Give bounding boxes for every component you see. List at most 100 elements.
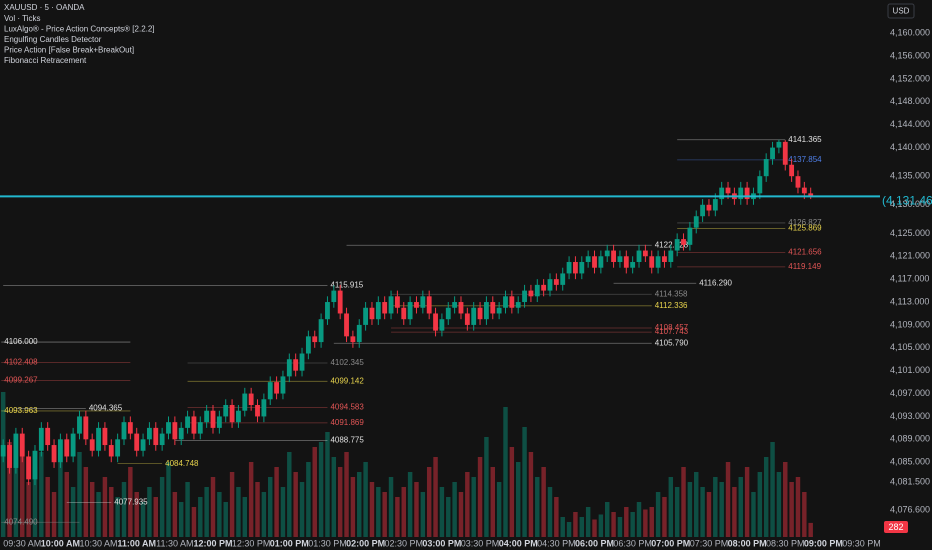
candle-body xyxy=(229,405,235,423)
volume-bar xyxy=(395,497,400,537)
y-tick-label: 4,130.000 xyxy=(890,199,930,209)
x-tick-label: 10:00 AM xyxy=(41,538,80,548)
candle-body xyxy=(242,393,248,411)
volume-bar xyxy=(45,477,50,537)
candle-body xyxy=(312,336,318,343)
candle-body xyxy=(630,261,636,268)
candle-body xyxy=(356,324,362,343)
candle-body xyxy=(573,261,578,274)
candles-layer xyxy=(0,139,880,486)
volume-bar xyxy=(643,509,648,537)
volume-bar xyxy=(713,477,718,537)
candle-body xyxy=(725,187,731,194)
x-tick-label: 04:30 PM xyxy=(537,538,576,548)
volume-bar xyxy=(598,514,604,537)
volume-bar xyxy=(140,502,146,537)
y-tick-label: 4,121.000 xyxy=(890,251,930,261)
currency-label[interactable]: USD xyxy=(893,7,910,16)
volume-bar xyxy=(382,492,387,537)
candle-body xyxy=(293,359,299,371)
candle-body xyxy=(115,439,121,457)
volume-bar xyxy=(96,492,101,537)
candle-body xyxy=(534,284,540,297)
candle-body xyxy=(719,187,725,200)
volume-bar xyxy=(655,492,661,537)
candle-body xyxy=(19,433,25,457)
candle-body xyxy=(642,250,648,257)
indicator-name: Vol · Ticks xyxy=(4,14,40,23)
y-tick-label: 4,125.000 xyxy=(890,228,930,238)
candle-body xyxy=(522,290,527,303)
candle-body xyxy=(64,439,70,457)
candle-body xyxy=(223,405,229,417)
x-tick-label: 02:00 PM xyxy=(346,538,385,548)
candle-body xyxy=(496,307,502,314)
volume-bar xyxy=(585,507,591,537)
volume-bar xyxy=(624,507,629,537)
y-tick-label: 4,148.000 xyxy=(890,96,930,106)
candle-body xyxy=(248,393,254,405)
candle-body xyxy=(7,445,12,468)
volume-bar xyxy=(719,482,724,537)
level-label: 4105.790 xyxy=(655,338,689,347)
volume-bar xyxy=(7,442,12,537)
candle-body xyxy=(337,290,343,314)
volume-bar xyxy=(751,492,756,537)
volume-bar xyxy=(325,432,330,537)
candle-body xyxy=(236,410,241,423)
candle-body xyxy=(401,307,407,320)
volume-bar xyxy=(407,472,413,537)
candle-body xyxy=(782,141,788,165)
volume-bar xyxy=(439,487,445,537)
volume-bar xyxy=(528,452,534,537)
volume-bar xyxy=(166,462,171,537)
candle-body xyxy=(204,410,210,423)
volume-bar xyxy=(789,482,794,537)
volume-bar xyxy=(458,492,464,537)
volume-bar xyxy=(649,507,654,537)
candle-body xyxy=(623,256,629,268)
candle-body xyxy=(89,439,95,451)
volume-bar xyxy=(89,482,95,537)
candle-body xyxy=(420,296,426,308)
candle-body xyxy=(178,427,184,440)
y-tick-label: 4,152.000 xyxy=(890,73,930,83)
candle-body xyxy=(611,250,616,262)
volume-bar xyxy=(433,457,438,537)
volume-bar xyxy=(337,467,343,537)
volume-bar xyxy=(344,452,349,537)
volume-bar xyxy=(611,512,616,537)
x-tick-label: 01:30 PM xyxy=(308,538,347,548)
candle-body xyxy=(617,256,623,262)
currency-button[interactable] xyxy=(887,3,915,19)
level-label: 4116.290 xyxy=(699,278,732,287)
level-label: 4137.854 xyxy=(788,155,822,164)
candle-body xyxy=(471,307,477,325)
x-tick-label: 11:00 AM xyxy=(117,538,156,548)
candle-body xyxy=(464,313,470,325)
candle-body xyxy=(655,256,661,268)
candle-body xyxy=(159,433,165,446)
candle-body xyxy=(681,239,686,245)
volume-bar xyxy=(287,452,292,537)
y-tick-label: 4,160.000 xyxy=(890,28,930,38)
candle-body xyxy=(197,422,203,434)
volume-bar xyxy=(725,462,731,537)
level-label: 4121.656 xyxy=(788,248,822,257)
candle-body xyxy=(604,250,610,257)
x-tick-label: 10:30 AM xyxy=(80,538,118,548)
candle-body xyxy=(32,450,38,480)
candle-body xyxy=(693,216,699,228)
volume-bar xyxy=(426,467,432,537)
candle-body xyxy=(299,353,305,371)
volume-bar xyxy=(229,472,235,537)
level-label: 4112.336 xyxy=(655,301,688,310)
candle-body xyxy=(375,302,381,320)
price-axis-bg xyxy=(880,0,932,550)
y-tick-label: 4,144.000 xyxy=(890,119,930,129)
volume-bar xyxy=(128,467,133,537)
candle-body xyxy=(172,422,178,440)
volume-bar xyxy=(668,477,674,537)
candle-body xyxy=(763,159,769,177)
